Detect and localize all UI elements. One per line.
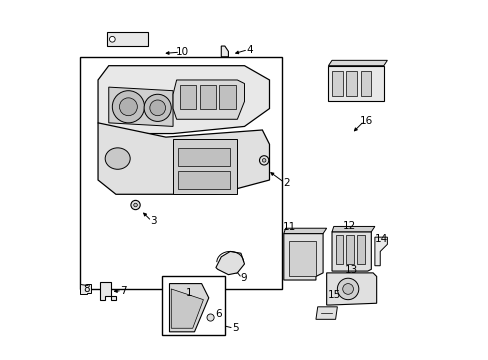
Text: 4: 4 — [246, 45, 253, 55]
Bar — [219, 85, 235, 109]
Bar — [200, 85, 216, 109]
Circle shape — [259, 156, 268, 165]
Circle shape — [342, 284, 353, 294]
Bar — [80, 57, 282, 289]
Polygon shape — [331, 226, 374, 232]
Polygon shape — [374, 237, 386, 266]
Bar — [107, 32, 148, 46]
Circle shape — [337, 278, 358, 300]
Polygon shape — [315, 307, 337, 319]
Polygon shape — [221, 46, 228, 57]
Circle shape — [119, 98, 137, 116]
Polygon shape — [326, 273, 376, 305]
Text: 15: 15 — [327, 290, 341, 300]
Bar — [331, 71, 342, 96]
Polygon shape — [283, 234, 323, 280]
Circle shape — [112, 91, 144, 123]
Text: 12: 12 — [342, 221, 355, 231]
Bar — [346, 235, 353, 264]
Text: 14: 14 — [374, 234, 387, 244]
Circle shape — [131, 201, 140, 210]
Polygon shape — [216, 251, 244, 275]
Polygon shape — [173, 80, 244, 119]
Circle shape — [134, 203, 137, 207]
Circle shape — [206, 314, 214, 321]
Bar — [162, 276, 224, 336]
Polygon shape — [98, 123, 269, 194]
Polygon shape — [328, 60, 386, 66]
Text: 11: 11 — [283, 222, 296, 232]
Circle shape — [109, 36, 115, 42]
Text: 2: 2 — [283, 178, 289, 188]
Bar — [356, 235, 364, 264]
Bar — [288, 241, 315, 276]
Text: 7: 7 — [120, 286, 127, 296]
Ellipse shape — [105, 148, 130, 169]
Circle shape — [262, 158, 265, 162]
Polygon shape — [331, 232, 370, 271]
Text: 16: 16 — [359, 116, 372, 126]
Polygon shape — [100, 282, 116, 300]
Bar — [178, 171, 230, 189]
Text: 9: 9 — [240, 273, 246, 283]
Text: 5: 5 — [232, 323, 239, 333]
Bar — [335, 235, 343, 264]
Bar — [328, 66, 383, 102]
Text: 1: 1 — [185, 288, 192, 297]
Text: 10: 10 — [175, 47, 188, 57]
Bar — [346, 71, 356, 96]
Polygon shape — [98, 66, 269, 134]
Text: 8: 8 — [83, 284, 90, 294]
Text: 3: 3 — [150, 216, 156, 226]
Bar — [360, 71, 370, 96]
Polygon shape — [108, 87, 173, 126]
Bar — [173, 139, 237, 194]
Bar — [178, 148, 230, 166]
Bar — [180, 85, 196, 109]
Polygon shape — [80, 284, 91, 294]
Circle shape — [144, 94, 171, 121]
Text: 6: 6 — [215, 309, 222, 319]
Circle shape — [149, 100, 165, 116]
Polygon shape — [171, 289, 203, 328]
Polygon shape — [169, 284, 208, 332]
Polygon shape — [283, 228, 326, 234]
Text: 13: 13 — [345, 265, 358, 275]
